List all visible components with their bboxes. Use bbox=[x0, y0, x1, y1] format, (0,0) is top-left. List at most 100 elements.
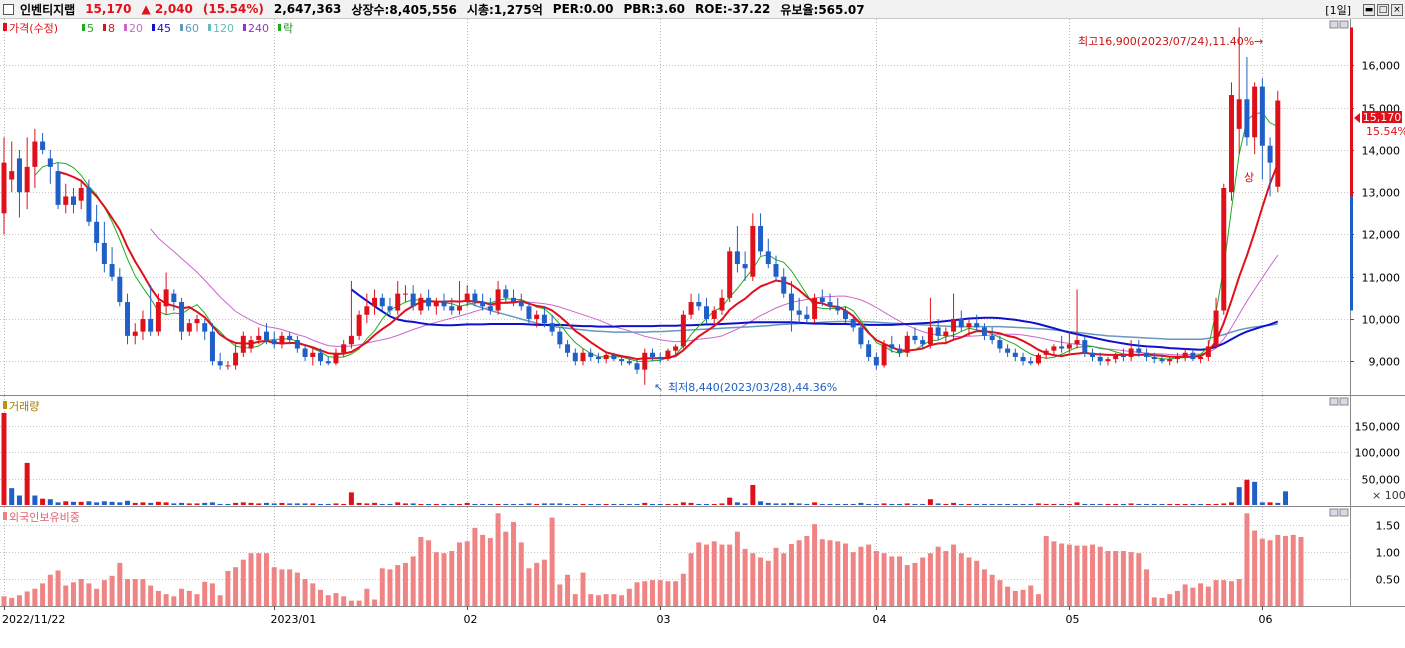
foreign-ownership-bar bbox=[503, 531, 509, 606]
volume-bar bbox=[248, 502, 254, 505]
volume-bar bbox=[1082, 503, 1088, 505]
foreign-ownership-bar bbox=[233, 567, 239, 606]
volume-bar bbox=[580, 503, 586, 505]
panel-maximize-icon[interactable] bbox=[1339, 20, 1349, 29]
candle bbox=[626, 356, 632, 366]
foreign-ownership-bar bbox=[866, 544, 872, 606]
volume-bar bbox=[642, 502, 648, 505]
volume-bar bbox=[101, 501, 107, 505]
panel-minimize-icon[interactable] bbox=[1329, 20, 1339, 29]
candle bbox=[557, 327, 563, 349]
volume-maximize-icon[interactable] bbox=[1339, 397, 1349, 406]
candle bbox=[572, 348, 578, 366]
ma-legend-swatch bbox=[278, 24, 281, 31]
candle bbox=[341, 340, 347, 357]
candle bbox=[719, 289, 725, 315]
foreign-ownership-bar bbox=[611, 594, 617, 606]
foreign-ownership-bar bbox=[572, 594, 578, 606]
foreign-ownership-bar bbox=[225, 570, 231, 606]
candle bbox=[912, 327, 918, 345]
volume-bar bbox=[348, 492, 354, 505]
candle bbox=[1074, 289, 1080, 349]
close-icon[interactable]: × bbox=[1391, 4, 1403, 16]
foreign-ownership-bar bbox=[1190, 587, 1196, 606]
volume-bar bbox=[256, 503, 262, 505]
candle bbox=[1051, 344, 1057, 355]
price-tag-pct: 15.54% bbox=[1366, 125, 1405, 138]
volume-bar bbox=[1205, 503, 1211, 505]
foreign-ownership-bar bbox=[372, 599, 378, 606]
foreign-ownership-bar bbox=[812, 524, 818, 606]
volume-bar bbox=[866, 503, 872, 505]
foreign-ownership-bar bbox=[966, 557, 972, 606]
chart-checkbox[interactable] bbox=[3, 3, 14, 15]
foreign-y-tick: 0.50 bbox=[1376, 574, 1401, 587]
candle bbox=[549, 314, 555, 336]
foreign-ownership-bar bbox=[1028, 585, 1034, 606]
minimize-icon[interactable]: ▬ bbox=[1363, 4, 1375, 16]
volume-bar bbox=[1105, 503, 1111, 505]
foreign-ownership-bar bbox=[858, 546, 864, 606]
foreign-maximize-icon[interactable] bbox=[1339, 508, 1349, 517]
ma-legend-label: 60 bbox=[185, 22, 199, 35]
candle bbox=[402, 285, 408, 303]
candle bbox=[163, 272, 169, 315]
foreign-ownership-bar bbox=[765, 560, 771, 606]
candle bbox=[873, 352, 879, 370]
volume-bar bbox=[418, 503, 424, 505]
candle bbox=[1151, 352, 1157, 364]
foreign-ownership-bar bbox=[804, 535, 810, 606]
volume-bar bbox=[302, 503, 308, 505]
foreign-ownership-bar bbox=[603, 594, 609, 606]
period-button[interactable]: [1일] bbox=[1325, 4, 1351, 17]
candle bbox=[441, 293, 447, 311]
candle bbox=[78, 179, 84, 210]
volume-bar bbox=[410, 503, 416, 505]
foreign-ownership-bar bbox=[132, 579, 138, 606]
volume-minimize-icon[interactable] bbox=[1329, 397, 1339, 406]
listed-shares: 상장수:8,405,556 bbox=[351, 2, 457, 17]
foreign-ownership-bar bbox=[217, 595, 223, 606]
foreign-minimize-icon[interactable] bbox=[1329, 508, 1339, 517]
panel-buttons bbox=[1329, 20, 1349, 517]
candle bbox=[989, 327, 995, 345]
maximize-icon[interactable]: □ bbox=[1377, 4, 1389, 16]
ma-legend-swatch bbox=[208, 24, 211, 31]
foreign-ownership-bar bbox=[86, 583, 92, 606]
foreign-ownership-bar bbox=[850, 552, 856, 606]
candle bbox=[1, 137, 7, 235]
volume-bar bbox=[665, 503, 671, 505]
candle bbox=[819, 289, 825, 307]
volume-bar bbox=[1097, 503, 1103, 505]
foreign-ownership-bar bbox=[1259, 538, 1265, 606]
foreign-ownership-bar bbox=[1035, 594, 1041, 606]
ma-legend-swatch bbox=[124, 24, 127, 31]
foreign-ownership-bar bbox=[125, 579, 131, 606]
volume-bar bbox=[16, 495, 22, 505]
foreign-ownership-bar bbox=[101, 580, 107, 606]
stock-chart[interactable]: 2022/11/222023/01020304050607089,00010,0… bbox=[0, 19, 1405, 648]
candle bbox=[495, 280, 501, 315]
foreign-ownership-bar bbox=[835, 541, 841, 606]
candle bbox=[279, 331, 285, 349]
foreign-ownership-bar bbox=[140, 579, 146, 606]
volume-bar bbox=[1144, 503, 1150, 505]
candle bbox=[364, 293, 370, 324]
volume-bar bbox=[1059, 503, 1065, 505]
candle bbox=[225, 361, 231, 370]
pbr-value: PBR:3.60 bbox=[623, 2, 686, 16]
candle bbox=[642, 348, 648, 385]
candle bbox=[1244, 57, 1250, 146]
foreign-ownership-bar bbox=[541, 559, 547, 606]
candle bbox=[379, 293, 385, 311]
foreign-legend-label: 외국인보유비중 bbox=[9, 511, 80, 524]
candle bbox=[456, 280, 462, 315]
candle bbox=[1028, 356, 1034, 366]
volume-bar bbox=[680, 502, 686, 505]
volume-bar bbox=[1221, 503, 1227, 505]
foreign-ownership-bar bbox=[673, 581, 679, 606]
volume-bar bbox=[1236, 487, 1242, 505]
candle bbox=[117, 268, 123, 307]
down-legend-label: 락 bbox=[283, 22, 293, 35]
foreign-ownership-bar bbox=[163, 594, 169, 606]
